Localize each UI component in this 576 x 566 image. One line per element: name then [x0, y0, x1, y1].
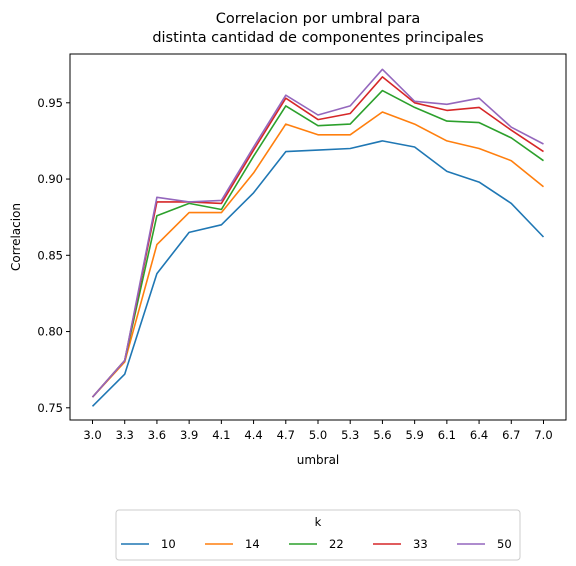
x-axis-label: umbral	[297, 453, 340, 467]
series-line-14	[91, 111, 545, 398]
x-tick-label: 5.6	[373, 428, 391, 442]
x-tick-label: 5.0	[309, 428, 327, 442]
x-tick-label: 4.1	[212, 428, 230, 442]
chart-title: Correlacion por umbral para distinta cant…	[152, 11, 483, 46]
x-tick-label: 3.6	[148, 428, 166, 442]
x-tick-label: 3.9	[180, 428, 198, 442]
legend-label-22: 22	[329, 537, 344, 551]
legend-title: k	[315, 515, 322, 529]
y-tick-label: 0.95	[37, 96, 63, 110]
legend-label-50: 50	[497, 537, 512, 551]
y-tick-label: 0.80	[37, 325, 63, 339]
legend-label-14: 14	[245, 537, 260, 551]
series-line-22	[91, 89, 544, 398]
x-tick-label: 5.9	[405, 428, 423, 442]
x-tick-label: 7.0	[534, 428, 552, 442]
legend-frame	[115, 509, 521, 561]
series-line-33	[91, 76, 544, 398]
x-tick-label: 3.3	[116, 428, 134, 442]
series-line-50	[91, 68, 544, 398]
x-tick-label: 4.4	[244, 428, 262, 442]
legend-label-33: 33	[413, 537, 428, 551]
y-axis: 0.75 0.80 0.85 0.90 0.95	[37, 96, 70, 415]
x-tick-label: 5.3	[341, 428, 359, 442]
y-tick-label: 0.90	[37, 172, 63, 186]
y-tick-label: 0.75	[37, 401, 63, 415]
x-tick-label: 6.1	[438, 428, 456, 442]
series-line-10	[91, 140, 545, 407]
x-axis: 3.0 3.3 3.6 3.9 4.1 4.4 4.7 5.0 5.3 5.6 5.9 6.1 6.4 6…	[83, 420, 553, 442]
chart-title-line: distinta cantidad de componentes princip…	[152, 30, 483, 46]
legend-label-10: 10	[161, 537, 176, 551]
legend: k 10 14 22 33 50	[115, 509, 521, 561]
x-tick-label: 3.0	[83, 428, 101, 442]
x-tick-label: 4.7	[277, 428, 295, 442]
series-lines	[91, 68, 545, 407]
x-tick-label: 6.4	[470, 428, 488, 442]
y-axis-label: Correlacion	[9, 203, 23, 271]
x-tick-label: 6.7	[502, 428, 520, 442]
chart-title-line: Correlacion por umbral para	[216, 11, 420, 27]
y-tick-label: 0.85	[37, 248, 63, 262]
